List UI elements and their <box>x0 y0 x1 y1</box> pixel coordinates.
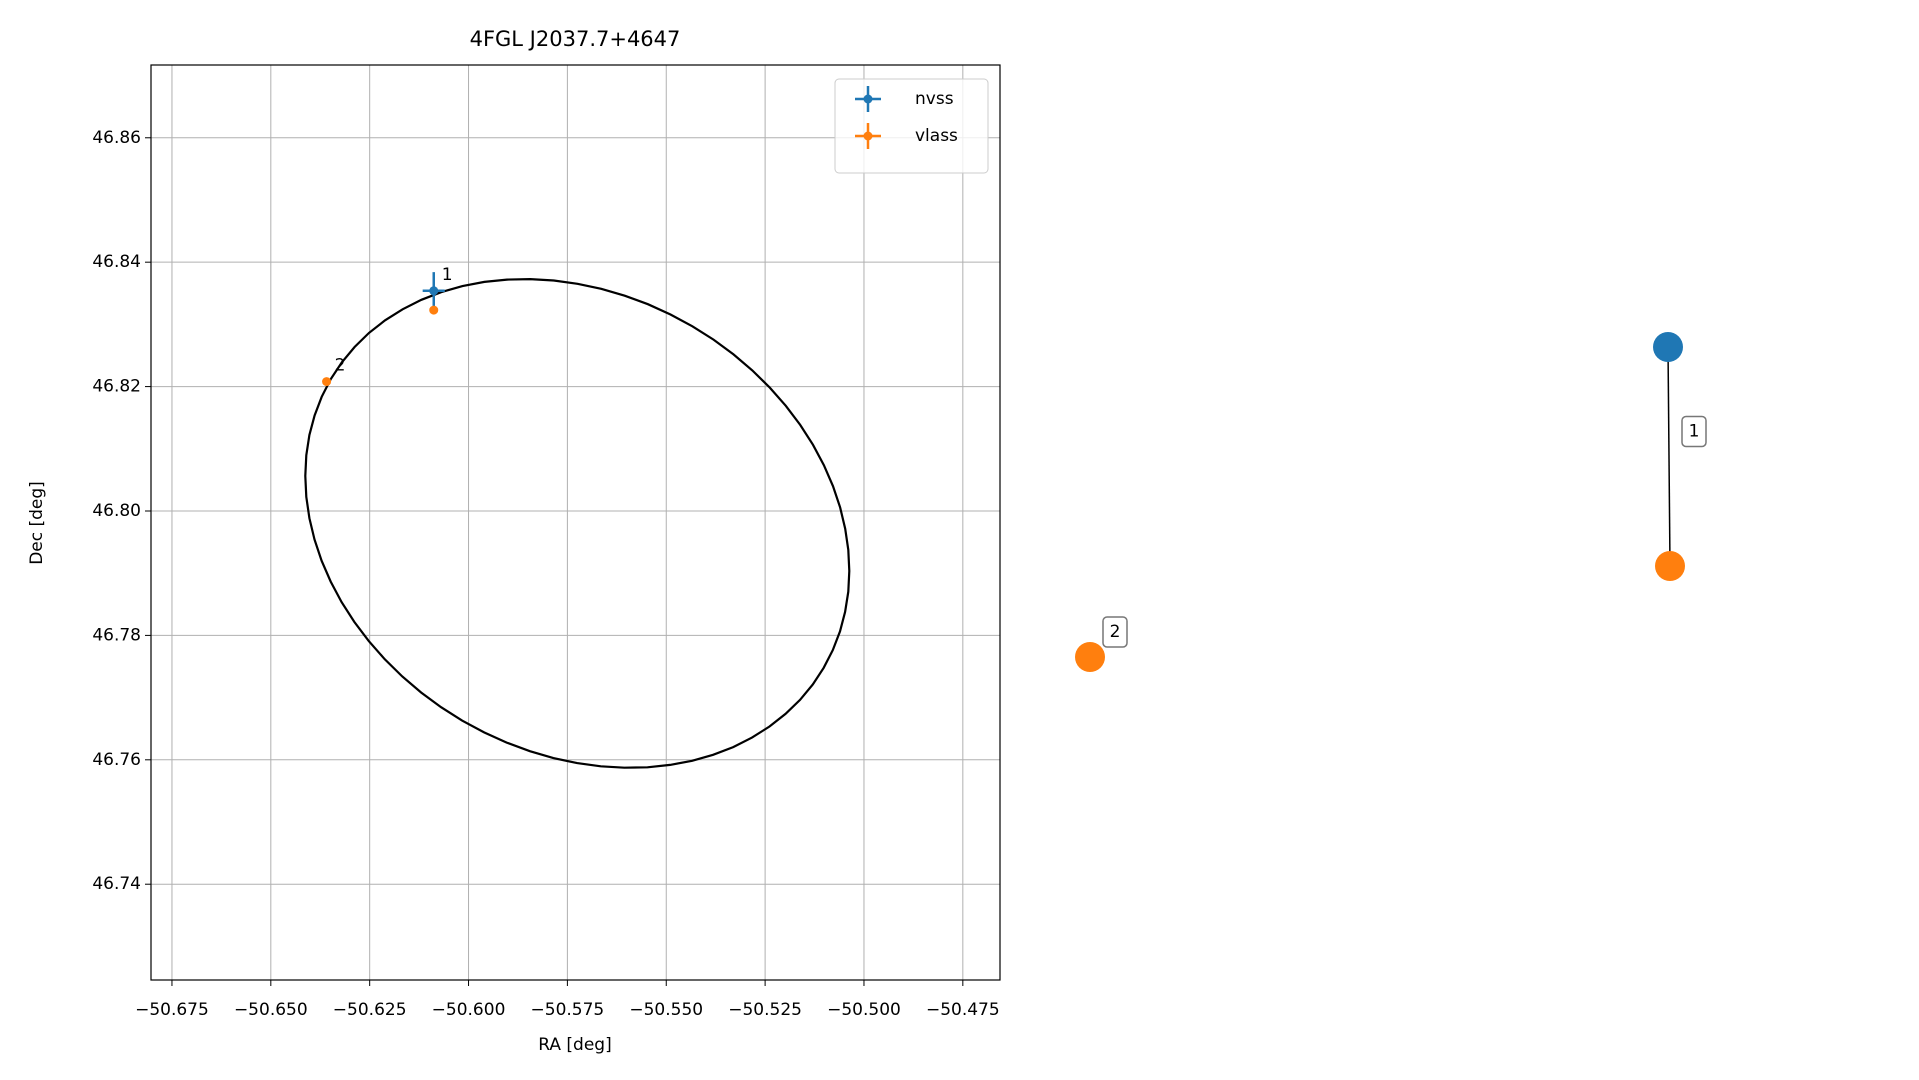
y-tick-label: 46.80 <box>92 501 141 521</box>
x-tick-label: −50.500 <box>827 1000 901 1020</box>
edge-label-box <box>1681 415 1707 448</box>
x-tick-label: −50.575 <box>531 1000 605 1020</box>
y-tick-label: 46.86 <box>92 128 141 148</box>
x-axis-label: RA [deg] <box>538 1035 611 1055</box>
y-tick-label: 46.78 <box>92 625 141 645</box>
x-tick-label: −50.600 <box>432 1000 506 1020</box>
edge <box>1667 346 1671 567</box>
x-tick-label: −50.525 <box>728 1000 802 1020</box>
legend-marker <box>863 131 873 141</box>
node <box>1075 642 1105 672</box>
point <box>322 377 332 387</box>
y-tick-label: 46.74 <box>92 874 141 894</box>
point-label: 1 <box>442 265 453 285</box>
y-axis-label: Dec [deg] <box>27 481 47 565</box>
x-tick-label: −50.675 <box>135 1000 209 1020</box>
plot-frame <box>150 64 1001 981</box>
chart-title: 4FGL J2037.7+4647 <box>470 27 681 51</box>
error-ellipse <box>304 277 851 769</box>
node-label: 2 <box>1110 622 1121 642</box>
y-tick-label: 46.84 <box>92 252 141 272</box>
x-tick-label: −50.550 <box>629 1000 703 1020</box>
x-tick-label: −50.475 <box>926 1000 1000 1020</box>
x-tick-label: −50.625 <box>333 1000 407 1020</box>
legend-marker <box>863 94 873 104</box>
point <box>429 286 439 296</box>
node <box>1655 551 1685 581</box>
x-tick-label: −50.650 <box>234 1000 308 1020</box>
y-tick-label: 46.76 <box>92 750 141 770</box>
legend-label: vlass <box>915 126 958 146</box>
node-label-box <box>1102 616 1128 648</box>
point-label: 2 <box>335 356 346 376</box>
node <box>1653 332 1683 362</box>
legend-label: nvss <box>915 89 954 109</box>
edge-label: 1 <box>1689 422 1700 442</box>
legend-box <box>834 78 989 174</box>
point <box>429 305 439 315</box>
y-tick-label: 46.82 <box>92 377 141 397</box>
